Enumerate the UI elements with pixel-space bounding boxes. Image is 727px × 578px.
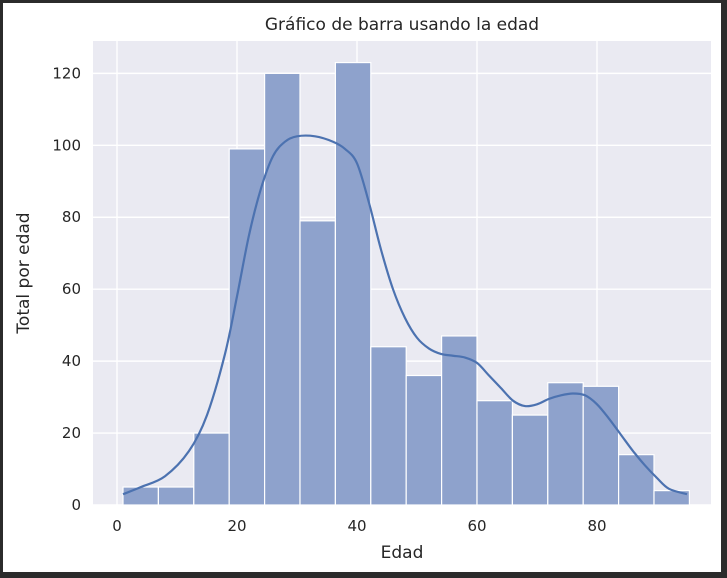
y-tick-label: 20 xyxy=(62,424,81,442)
chart-title: Gráfico de barra usando la edad xyxy=(265,15,539,35)
y-axis-label: Total por edad xyxy=(14,212,34,334)
histogram-bar xyxy=(617,454,655,506)
x-tick-label: 60 xyxy=(467,517,486,535)
y-tick-label: 0 xyxy=(71,496,81,514)
histogram-bar xyxy=(122,486,160,506)
x-tick-label: 0 xyxy=(112,517,122,535)
histogram-bar xyxy=(582,385,620,506)
y-tick-label: 120 xyxy=(52,64,81,82)
tick-labels: 0 20 40 60 80 0 20 40 60 80 100 120 xyxy=(52,64,606,535)
x-tick-label: 80 xyxy=(587,517,606,535)
histogram-bar xyxy=(547,382,584,506)
y-tick-label: 100 xyxy=(52,136,81,154)
y-tick-label: 80 xyxy=(62,208,81,226)
histogram-bar xyxy=(157,486,195,506)
histogram-bar xyxy=(476,400,514,506)
histogram-bar xyxy=(334,61,372,506)
chart-figure: 0 20 40 60 80 0 20 40 60 80 100 120 Gráfico de barr… xyxy=(3,3,721,572)
y-tick-label: 40 xyxy=(62,352,81,370)
x-axis-label: Edad xyxy=(381,543,424,563)
histogram-bar xyxy=(228,148,266,506)
histogram-bar xyxy=(193,432,230,506)
histogram-bar xyxy=(441,335,478,506)
x-tick-label: 40 xyxy=(347,517,366,535)
histogram-bar xyxy=(299,220,337,506)
x-tick-label: 20 xyxy=(227,517,246,535)
histogram-bar xyxy=(405,374,443,506)
histogram-bar xyxy=(370,346,407,506)
histogram-bars xyxy=(122,61,691,506)
y-tick-label: 60 xyxy=(62,280,81,298)
histogram-chart: 0 20 40 60 80 0 20 40 60 80 100 120 Gráfico de barr… xyxy=(14,15,711,563)
kde-curve xyxy=(122,134,688,496)
histogram-bar xyxy=(264,72,301,506)
histogram-bar xyxy=(511,414,549,506)
